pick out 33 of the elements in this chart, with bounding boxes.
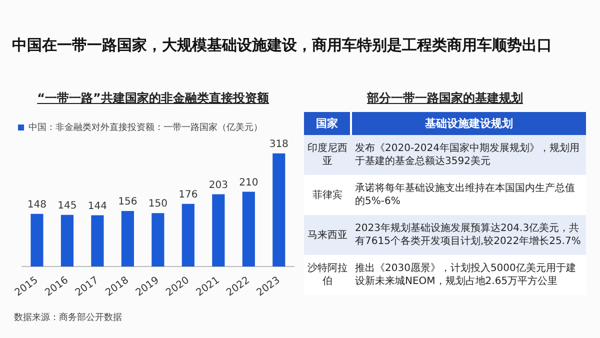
bar	[242, 192, 255, 266]
legend-label: 中国：非金融类对外直接投资额：一带一路国家（亿美元）	[28, 122, 262, 133]
data-label: 156	[118, 196, 138, 208]
category-label: 沙特阿拉伯	[308, 263, 348, 287]
source-note: 数据来源：商务部公开数据	[14, 312, 123, 324]
category-label: 马来西亚	[308, 230, 348, 240]
bar	[121, 211, 134, 266]
text: 发布《2020-2024年国家中期发展规划》，规划用于基建的基金总额达3592美元	[354, 142, 581, 169]
bar	[30, 214, 44, 266]
data-label: 210	[239, 177, 258, 188]
category-label: 国家	[304, 112, 351, 135]
category-label: 菲律宾	[312, 190, 342, 200]
text: 推出《2030愿景》，计划投入5000亿美元用于建设新未来城NEOM，规划占地2.65万平方公里	[354, 262, 577, 289]
bar	[91, 215, 104, 266]
text: 中国在一带一路国家，大规模基础设施建设，商用车特别是工程类商用车顺势出口	[12, 36, 553, 55]
bar	[272, 153, 286, 266]
chart-title: “一带一路”共建国家的非金融类直接投资额	[36, 90, 270, 107]
bar	[60, 214, 74, 266]
data-label: 176	[178, 189, 198, 200]
bar	[152, 213, 164, 266]
text: 2023年规划基础设施发展预算达204.3亿美元，共有7615个各类开发项目计划,较2022年增长25.7%	[354, 222, 582, 249]
data-label: 144	[88, 200, 108, 212]
text: 部分一带一路国家的基建规划	[366, 90, 524, 107]
data-label: 318	[269, 138, 288, 150]
data-label: 150	[148, 198, 168, 210]
text: 承诺将每年基础设施支出维持在本国国内生产总值的5%-6%	[354, 182, 576, 209]
bar	[212, 194, 225, 266]
category-label: 印度尼西亚	[308, 143, 348, 167]
category-label: 基础设施建设规划	[351, 112, 586, 135]
bar	[182, 204, 194, 266]
data-label: 203	[208, 180, 228, 191]
data-label: 148	[27, 199, 47, 210]
data-label: 145	[58, 200, 77, 212]
